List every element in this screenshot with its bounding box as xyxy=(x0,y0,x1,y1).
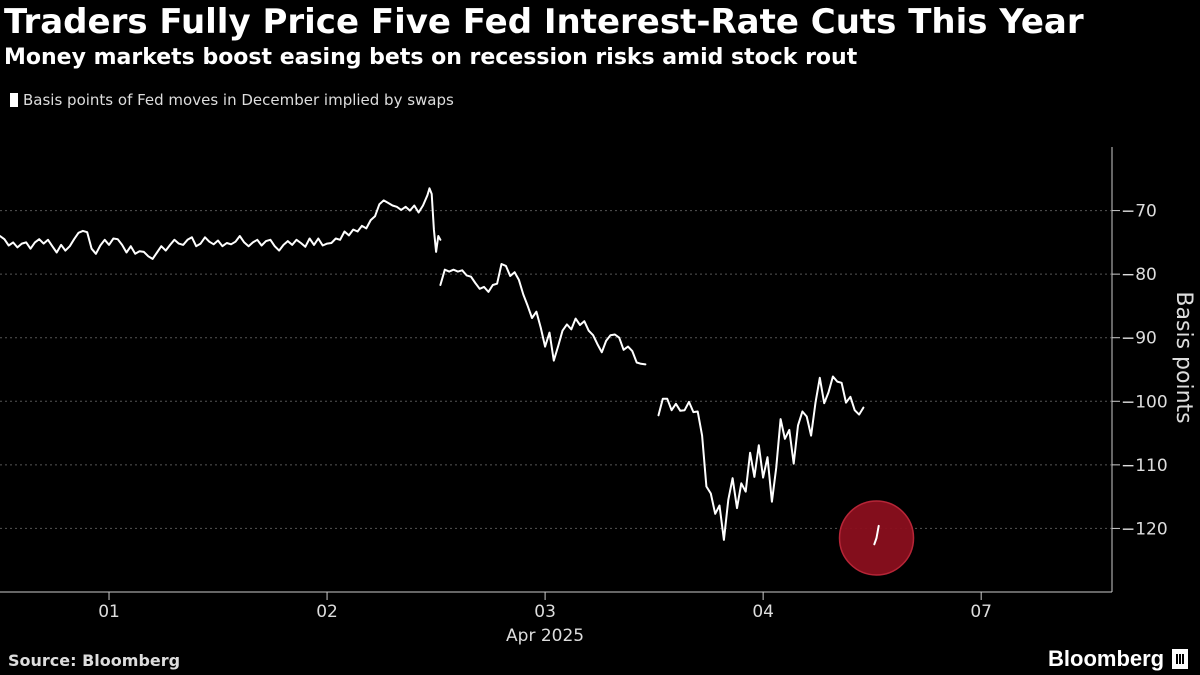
x-tick-label: 01 xyxy=(98,602,120,622)
brand-name: Bloomberg xyxy=(1048,646,1165,671)
terminal-icon xyxy=(1172,649,1189,669)
y-tick-label: −110 xyxy=(1121,456,1168,476)
y-tick-label: −120 xyxy=(1121,519,1168,539)
x-tick-label: 03 xyxy=(534,602,556,622)
chart-title: Traders Fully Price Five Fed Interest-Ra… xyxy=(4,2,1084,42)
tick-labels: −70 −80 −90 −100 −110 −120 01 02 03 04 07 Apr 2025 B… xyxy=(98,202,1196,646)
source-note: Source: Bloomberg xyxy=(8,651,181,670)
y-tick-label: −80 xyxy=(1121,265,1157,285)
chart-subtitle: Money markets boost easing bets on reces… xyxy=(4,45,858,70)
x-axis-label: Apr 2025 xyxy=(506,626,584,646)
series-line-segment xyxy=(873,524,880,546)
series-lines xyxy=(0,187,880,546)
x-tick-label: 02 xyxy=(316,602,338,622)
y-tick-label: −90 xyxy=(1121,329,1157,349)
chart-legend: Basis points of Fed moves in December im… xyxy=(10,91,454,109)
series-line-segment xyxy=(439,263,647,366)
series-line-segment xyxy=(657,375,865,541)
x-tick-label: 04 xyxy=(752,602,774,622)
y-axis-title: Basis points xyxy=(1171,291,1196,423)
x-tick-label: 07 xyxy=(970,602,992,622)
grid-lines xyxy=(0,210,1112,529)
y-tick-label: −100 xyxy=(1121,392,1168,412)
axes xyxy=(0,147,1120,600)
y-tick-label: −70 xyxy=(1121,202,1157,222)
bloomberg-logo: Bloomberg xyxy=(1048,646,1189,672)
legend-label: Basis points of Fed moves in December im… xyxy=(23,91,454,109)
legend-swatch xyxy=(10,93,18,107)
series-line-segment xyxy=(0,187,442,260)
